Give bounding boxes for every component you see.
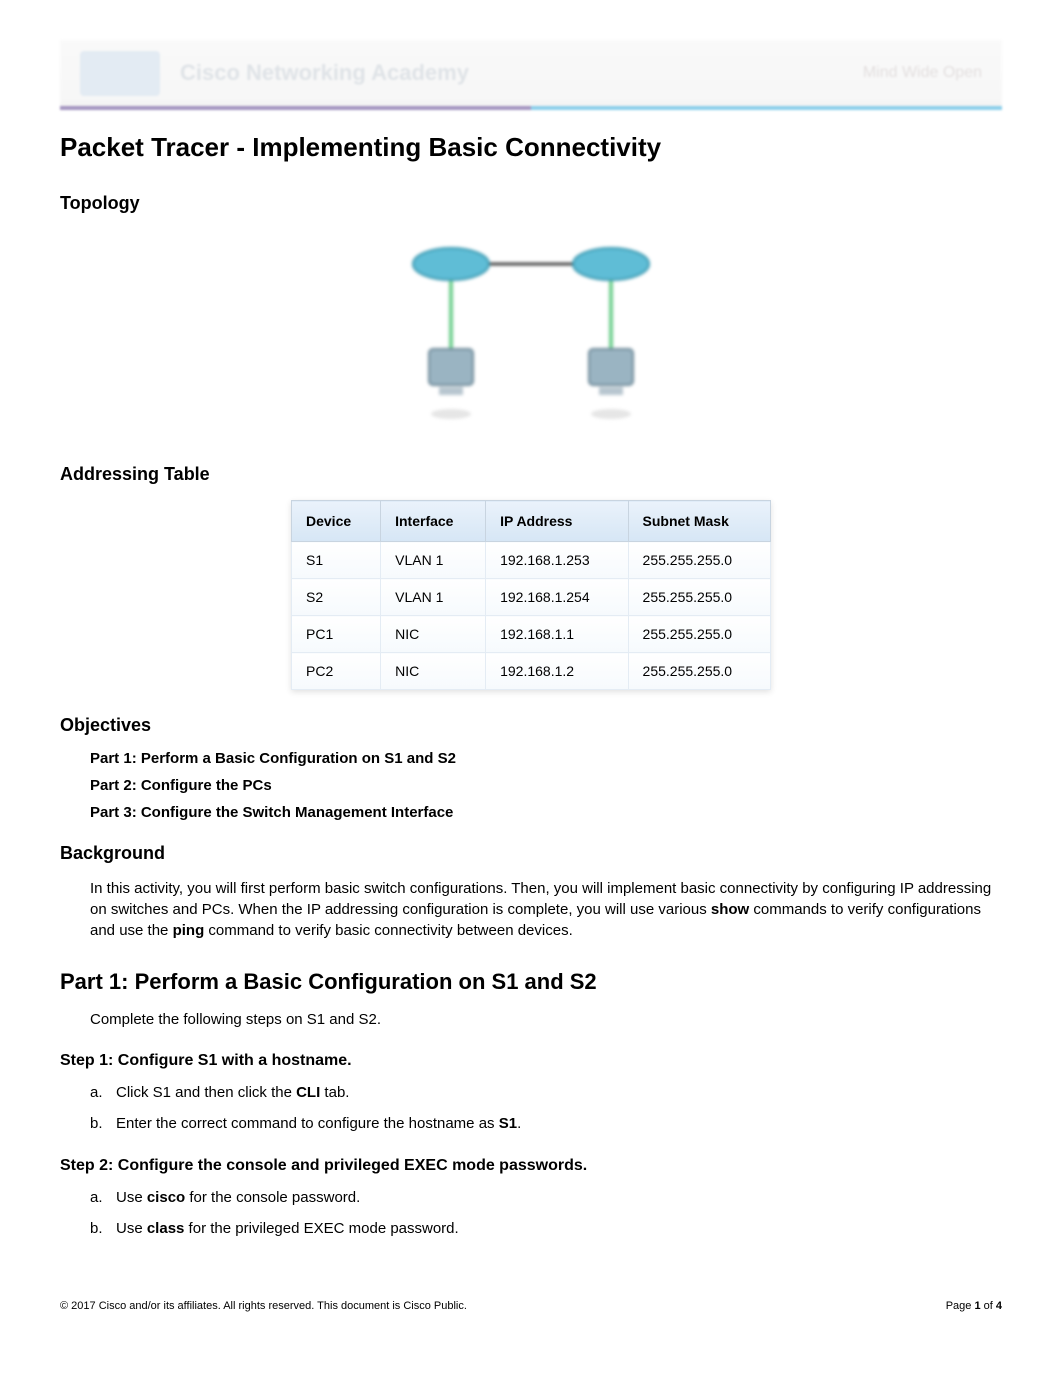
letter-b: b. xyxy=(90,1113,116,1136)
cell: 255.255.255.0 xyxy=(628,579,770,616)
topology-heading: Topology xyxy=(60,193,1002,214)
page-footer: © 2017 Cisco and/or its affiliates. All … xyxy=(60,1300,1002,1312)
col-device: Device xyxy=(292,501,381,542)
cell: S2 xyxy=(292,579,381,616)
topology-diagram xyxy=(60,229,1002,439)
tagline: Mind Wide Open xyxy=(863,64,982,82)
part1-heading: Part 1: Perform a Basic Configuration on… xyxy=(60,969,1002,995)
fp-pre: Page xyxy=(946,1300,975,1312)
s1b-post: . xyxy=(517,1115,521,1132)
table-row: PC2 NIC 192.168.1.2 255.255.255.0 xyxy=(292,653,771,690)
cell: PC2 xyxy=(292,653,381,690)
document-page: Cisco Networking Academy Mind Wide Open … xyxy=(0,0,1062,1342)
cisco-logo-icon xyxy=(80,51,160,96)
letter-a: a. xyxy=(90,1082,116,1105)
objective-1: Part 1: Perform a Basic Configuration on… xyxy=(90,750,1002,767)
academy-title: Cisco Networking Academy xyxy=(180,60,863,86)
step1-heading: Step 1: Configure S1 with a hostname. xyxy=(60,1052,1002,1070)
s2a-post: for the console password. xyxy=(185,1189,360,1206)
s1a-bold: CLI xyxy=(296,1084,320,1101)
step1-a-text: Click S1 and then click the CLI tab. xyxy=(116,1082,349,1105)
objectives-heading: Objectives xyxy=(60,715,1002,736)
step2-b: b. Use class for the privileged EXEC mod… xyxy=(90,1218,1002,1241)
letter-a: a. xyxy=(90,1187,116,1210)
table-header-row: Device Interface IP Address Subnet Mask xyxy=(292,501,771,542)
background-heading: Background xyxy=(60,843,1002,864)
cell: 255.255.255.0 xyxy=(628,616,770,653)
cell: NIC xyxy=(381,616,486,653)
fp-mid: of xyxy=(981,1300,996,1312)
topology-svg xyxy=(381,229,681,439)
letter-b: b. xyxy=(90,1218,116,1241)
cell: VLAN 1 xyxy=(381,579,486,616)
objective-2: Part 2: Configure the PCs xyxy=(90,777,1002,794)
table-row: S1 VLAN 1 192.168.1.253 255.255.255.0 xyxy=(292,542,771,579)
col-ip: IP Address xyxy=(486,501,628,542)
cell: 192.168.1.253 xyxy=(486,542,628,579)
step1-b: b. Enter the correct command to configur… xyxy=(90,1113,1002,1136)
col-interface: Interface xyxy=(381,501,486,542)
footer-page: Page 1 of 4 xyxy=(946,1300,1002,1312)
cisco-header-banner: Cisco Networking Academy Mind Wide Open xyxy=(60,40,1002,110)
document-title: Packet Tracer - Implementing Basic Conne… xyxy=(60,132,1002,163)
cell: 192.168.1.1 xyxy=(486,616,628,653)
col-mask: Subnet Mask xyxy=(628,501,770,542)
part1-intro: Complete the following steps on S1 and S… xyxy=(90,1009,1002,1030)
table-row: S2 VLAN 1 192.168.1.254 255.255.255.0 xyxy=(292,579,771,616)
addressing-heading: Addressing Table xyxy=(60,464,1002,485)
fp-tot: 4 xyxy=(996,1300,1002,1312)
addressing-table: Device Interface IP Address Subnet Mask … xyxy=(291,500,771,690)
objective-3: Part 3: Configure the Switch Management … xyxy=(90,804,1002,821)
step1-b-text: Enter the correct command to configure t… xyxy=(116,1113,521,1136)
addressing-table-wrap: Device Interface IP Address Subnet Mask … xyxy=(60,500,1002,690)
step1-list: a. Click S1 and then click the CLI tab. … xyxy=(90,1082,1002,1135)
cell: VLAN 1 xyxy=(381,542,486,579)
s1a-pre: Click S1 and then click the xyxy=(116,1084,296,1101)
s2a-bold: cisco xyxy=(147,1189,185,1206)
s2b-post: for the privileged EXEC mode password. xyxy=(184,1220,458,1237)
cell: 255.255.255.0 xyxy=(628,653,770,690)
bg-show: show xyxy=(711,901,749,918)
step2-list: a. Use cisco for the console password. b… xyxy=(90,1187,1002,1240)
background-text: In this activity, you will first perform… xyxy=(90,878,1002,941)
s1a-post: tab. xyxy=(320,1084,349,1101)
bg-ping: ping xyxy=(173,922,205,939)
footer-copyright: © 2017 Cisco and/or its affiliates. All … xyxy=(60,1300,467,1312)
s1b-bold: S1 xyxy=(499,1115,517,1132)
step1-a: a. Click S1 and then click the CLI tab. xyxy=(90,1082,1002,1105)
step2-b-text: Use class for the privileged EXEC mode p… xyxy=(116,1218,459,1241)
cell: PC1 xyxy=(292,616,381,653)
step2-a: a. Use cisco for the console password. xyxy=(90,1187,1002,1210)
cell: 255.255.255.0 xyxy=(628,542,770,579)
s2b-pre: Use xyxy=(116,1220,147,1237)
step2-heading: Step 2: Configure the console and privil… xyxy=(60,1157,1002,1175)
s2a-pre: Use xyxy=(116,1189,147,1206)
table-row: PC1 NIC 192.168.1.1 255.255.255.0 xyxy=(292,616,771,653)
s1b-pre: Enter the correct command to configure t… xyxy=(116,1115,499,1132)
bg-post: command to verify basic connectivity bet… xyxy=(204,922,573,939)
cell: NIC xyxy=(381,653,486,690)
cell: S1 xyxy=(292,542,381,579)
step2-a-text: Use cisco for the console password. xyxy=(116,1187,360,1210)
s2b-bold: class xyxy=(147,1220,185,1237)
cell: 192.168.1.254 xyxy=(486,579,628,616)
cell: 192.168.1.2 xyxy=(486,653,628,690)
